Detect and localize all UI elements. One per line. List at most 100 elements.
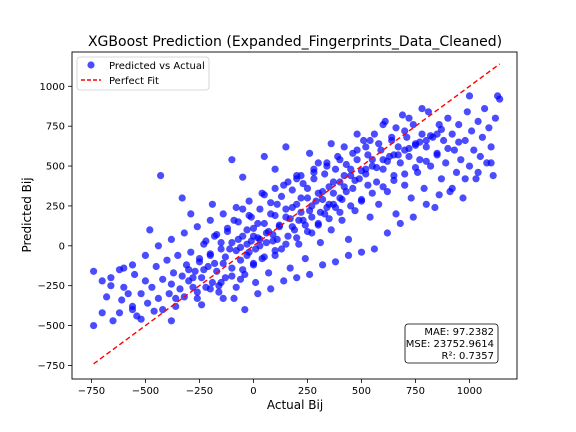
data-point (403, 133, 411, 141)
data-point (172, 294, 180, 302)
data-point (478, 133, 486, 141)
data-point (373, 178, 381, 186)
y-tick-label: 750 (46, 122, 65, 133)
data-point (234, 218, 242, 226)
data-point (474, 168, 482, 176)
data-point (169, 269, 178, 277)
data-point (325, 183, 333, 191)
data-point (370, 245, 378, 253)
data-point (198, 274, 206, 282)
data-point (172, 302, 180, 310)
data-point (243, 251, 251, 259)
data-point (448, 184, 456, 192)
x-tick-label: 750 (406, 386, 425, 397)
data-point (314, 159, 322, 167)
data-point (245, 197, 253, 205)
data-point (325, 215, 333, 223)
data-point (297, 208, 305, 216)
data-point (422, 157, 430, 165)
y-tick-label: 0 (59, 241, 65, 252)
metric-mse: MSE: 23752.9614 (406, 339, 494, 350)
chart-title: XGBoost Prediction (Expanded_Fingerprint… (88, 34, 502, 50)
data-point (228, 272, 236, 280)
data-point (198, 301, 206, 309)
data-point (319, 261, 327, 269)
data-point (491, 114, 499, 122)
data-point (191, 267, 199, 275)
data-point (340, 172, 348, 180)
data-point (165, 290, 173, 298)
data-point (427, 162, 435, 170)
y-tick-label: −750 (38, 361, 65, 372)
x-axis-label: Actual Bij (267, 398, 323, 412)
data-point (226, 245, 234, 253)
data-point (308, 213, 316, 221)
data-point (306, 149, 314, 157)
data-point (377, 146, 385, 154)
data-point (405, 114, 413, 122)
data-point (288, 223, 296, 231)
data-point (189, 283, 197, 291)
data-point (200, 266, 208, 274)
data-point (230, 294, 238, 302)
data-point (249, 259, 258, 267)
data-point (236, 256, 245, 264)
data-point (370, 130, 378, 138)
data-point (340, 183, 348, 191)
data-point (148, 283, 156, 291)
data-point (357, 248, 366, 256)
data-point (314, 189, 322, 197)
data-point (405, 152, 413, 161)
data-point (362, 143, 370, 151)
data-point (468, 127, 476, 135)
data-point (260, 253, 268, 261)
x-tick-label: 0 (250, 386, 256, 397)
legend-label-points: Predicted vs Actual (109, 61, 205, 72)
data-point (437, 175, 445, 183)
data-point (187, 248, 195, 256)
data-point (120, 283, 128, 291)
data-point (351, 207, 359, 215)
data-point (394, 151, 402, 159)
data-point (152, 262, 160, 271)
data-point (187, 210, 195, 218)
data-point (185, 266, 193, 274)
data-point (383, 229, 391, 237)
data-point (444, 144, 452, 153)
data-point (232, 203, 240, 212)
data-point (245, 211, 253, 220)
data-point (193, 294, 201, 302)
data-point (271, 247, 279, 255)
data-point (401, 170, 409, 178)
data-point (405, 144, 413, 153)
data-point (411, 164, 420, 172)
data-point (308, 202, 316, 210)
data-point (254, 290, 262, 298)
data-point (219, 210, 227, 218)
data-point (213, 267, 221, 275)
data-point (461, 175, 469, 183)
data-point (440, 136, 448, 145)
data-point (485, 124, 493, 132)
data-point (90, 267, 98, 275)
data-point (215, 288, 223, 296)
data-point (277, 245, 286, 253)
data-point (109, 317, 117, 325)
x-tick-label: 1000 (457, 386, 482, 397)
data-point (329, 178, 337, 186)
data-point (260, 219, 268, 228)
data-point (314, 221, 322, 229)
data-point (407, 194, 415, 202)
data-point (424, 108, 432, 116)
data-point (206, 285, 214, 293)
y-tick-label: 1000 (40, 82, 65, 93)
data-point (280, 277, 288, 285)
data-point (465, 92, 474, 100)
data-point (293, 234, 301, 242)
data-point (375, 140, 383, 148)
data-point (221, 274, 229, 282)
data-point (219, 259, 227, 267)
data-point (124, 290, 132, 298)
data-point (409, 121, 417, 129)
data-point (347, 165, 355, 173)
